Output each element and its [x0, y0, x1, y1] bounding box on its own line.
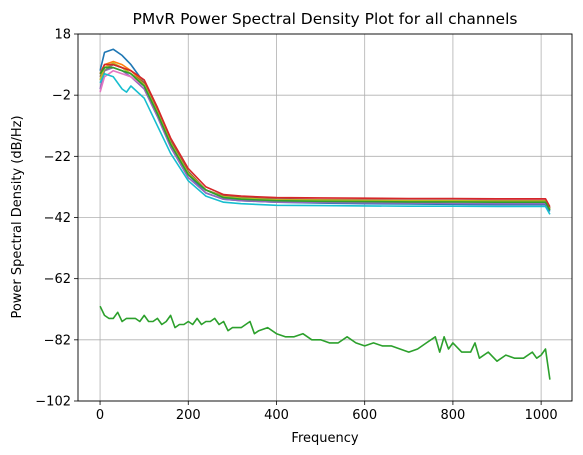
x-tick-label: 800: [440, 408, 465, 423]
series-line-11: [99, 305, 551, 380]
y-axis-title: Power Spectral Density (dB/Hz): [10, 115, 25, 318]
x-tick-label: 600: [352, 408, 377, 423]
x-tick-label: 0: [96, 408, 104, 423]
series-line-9: [99, 73, 551, 215]
y-tick-label: −42: [44, 211, 71, 226]
series-line-8: [99, 63, 551, 208]
x-tick-label: 1000: [525, 408, 558, 423]
x-tick-label: 400: [264, 408, 289, 423]
y-tick-label: 18: [54, 28, 71, 43]
y-tick-label: −102: [35, 395, 71, 410]
y-tick-label: −82: [44, 333, 71, 348]
y-tick-label: −2: [52, 89, 71, 104]
plot-area: [99, 48, 551, 380]
x-tick-label: 200: [176, 408, 201, 423]
x-axis-title: Frequency: [291, 431, 358, 446]
y-tick-label: −22: [44, 150, 71, 165]
y-axis: 18 −2 −22 −42 −62 −82 −102: [35, 28, 78, 410]
x-axis: 0 200 400 600 800 1000: [96, 401, 558, 423]
chart-title: PMvR Power Spectral Density Plot for all…: [133, 10, 518, 28]
y-tick-label: −62: [44, 272, 71, 287]
series-line-10: [99, 66, 551, 211]
